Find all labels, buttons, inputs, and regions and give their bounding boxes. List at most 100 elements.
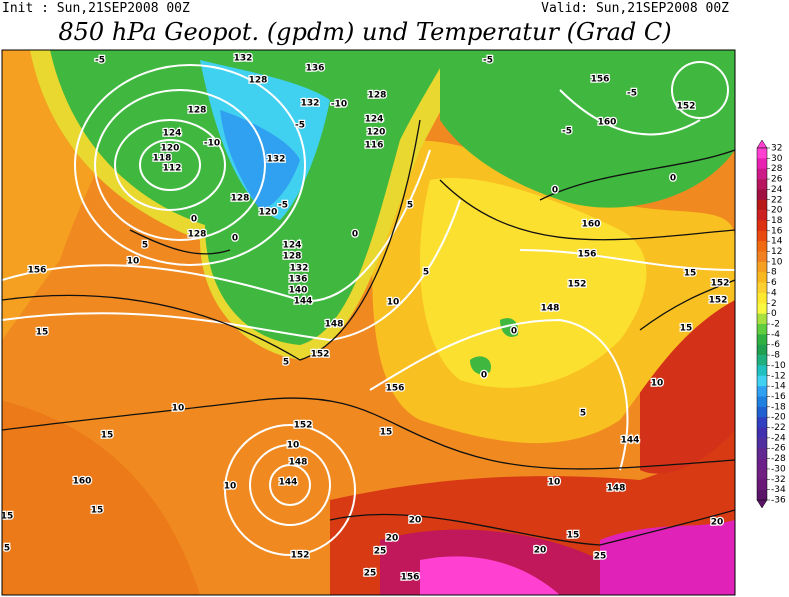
contour-label: 128 [283, 252, 302, 262]
contour-label: 152 [677, 102, 696, 112]
contour-label: 156 [591, 75, 610, 85]
init-time: Init : Sun,21SEP2008 00Z [2, 1, 190, 16]
contour-label: 15 [91, 506, 104, 516]
contour-label: 15 [101, 431, 114, 441]
colorbar-cell [757, 241, 767, 252]
colorbar-label: -8 [771, 351, 780, 361]
colorbar-label: -6 [771, 340, 780, 350]
colorbar-label: 20 [771, 206, 783, 216]
contour-label: 10 [127, 257, 140, 267]
colorbar-label: -26 [771, 444, 786, 454]
colorbar-cell [757, 479, 767, 490]
contour-label: 156 [578, 250, 597, 260]
colorbar-cell [757, 355, 767, 366]
contour-label: 25 [594, 552, 607, 562]
contour-label: 160 [73, 477, 92, 487]
colorbar-label: -10 [771, 361, 786, 371]
colorbar-cell [757, 448, 767, 459]
contour-label: 144 [279, 478, 298, 488]
contour-label: -5 [295, 121, 305, 131]
contour-label: 0 [191, 215, 197, 225]
contour-label: 10 [224, 482, 237, 492]
contour-label: 124 [365, 115, 384, 125]
contour-label: 10 [172, 404, 185, 414]
colorbar-cell [757, 427, 767, 439]
contour-label: 0 [232, 234, 238, 244]
contour-label: 132 [290, 264, 309, 274]
colorbar-label: -2 [771, 320, 780, 330]
colorbar-label: -32 [771, 475, 786, 485]
colorbar-label: 6 [771, 278, 777, 288]
colorbar-cell [757, 344, 767, 356]
contour-label: 10 [387, 298, 400, 308]
contour-label: 15 [380, 428, 393, 438]
colorbar-label: -28 [771, 454, 786, 464]
contour-label: 136 [306, 64, 325, 74]
contour-label: 10 [287, 441, 300, 451]
contour-label: 156 [28, 266, 47, 276]
colorbar-cell [757, 148, 767, 159]
colorbar-cell [757, 168, 767, 180]
colorbar-arrow-top [756, 139, 768, 149]
colorbar-label: 30 [771, 154, 783, 164]
contour-label: 156 [401, 573, 420, 583]
contour-label: -5 [278, 201, 288, 211]
colorbar-cell [757, 458, 767, 470]
contour-label: 5 [407, 201, 413, 211]
contour-label: -5 [483, 56, 493, 66]
colorbar-cell [757, 220, 767, 232]
contour-label: 160 [582, 220, 601, 230]
colorbar-label: 32 [771, 144, 782, 154]
contour-label: 144 [294, 297, 313, 307]
colorbar-cell [757, 261, 767, 273]
colorbar-arrow-bottom [756, 499, 768, 509]
contour-label: 0 [552, 186, 558, 196]
colorbar-label: 4 [771, 288, 777, 298]
contour-label: -5 [95, 56, 105, 66]
colorbar-cell [757, 406, 767, 418]
map: 1281241201181121321361281321281241201161… [1, 50, 735, 595]
contour-label: 128 [249, 76, 268, 86]
contour-label: 124 [163, 129, 182, 139]
colorbar-label: 2 [771, 299, 777, 309]
colorbar-cell [757, 324, 767, 335]
contour-label: 15 [567, 531, 580, 541]
colorbar-label: -22 [771, 423, 786, 433]
colorbar-cell [757, 230, 767, 242]
colorbar-cell [757, 396, 767, 408]
contour-label: 15 [1, 512, 14, 522]
contour-label: 10 [651, 379, 664, 389]
contour-label: 148 [289, 458, 308, 468]
contour-label: 15 [684, 269, 697, 279]
colorbar-label: -4 [771, 330, 780, 340]
colorbar-label: -34 [771, 485, 786, 495]
contour-label: -5 [562, 127, 572, 137]
contour-label: 112 [163, 164, 182, 174]
colorbar-cell [757, 468, 767, 480]
contour-label: 15 [680, 324, 693, 334]
contour-label: 132 [234, 54, 253, 64]
contour-label: 128 [368, 91, 387, 101]
contour-label: 128 [231, 194, 250, 204]
colorbar-label: 12 [771, 247, 782, 257]
contour-label: 0 [481, 371, 487, 381]
colorbar-cell [757, 158, 767, 170]
contour-label: 120 [367, 128, 386, 138]
map-frame [1, 49, 736, 596]
colorbar-label: 22 [771, 195, 782, 205]
contour-label: 5 [580, 409, 586, 419]
colorbar-cell [757, 292, 767, 304]
contour-label: 140 [289, 286, 308, 296]
contour-label: 120 [259, 208, 278, 218]
colorbar-cell [757, 334, 767, 346]
contour-label: 20 [409, 516, 422, 526]
contour-label: 152 [709, 296, 728, 306]
contour-label: 15 [36, 328, 49, 338]
valid-time: Valid: Sun,21SEP2008 00Z [541, 1, 729, 16]
contour-label: 120 [161, 144, 180, 154]
contour-label: 152 [294, 421, 313, 431]
contour-label: 5 [283, 358, 289, 368]
colorbar-cell [757, 375, 767, 387]
colorbar-label: 24 [771, 185, 783, 195]
contour-label: 148 [607, 484, 626, 494]
